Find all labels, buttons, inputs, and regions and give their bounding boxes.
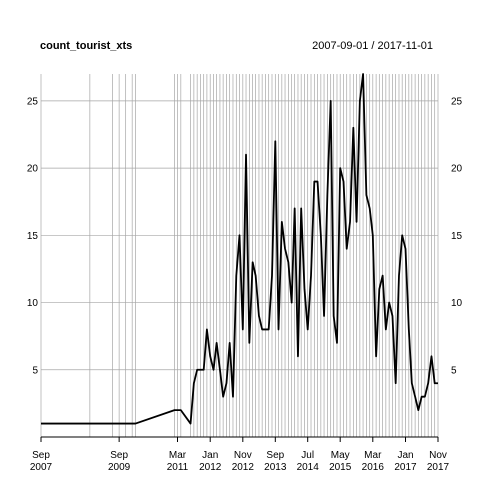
series-group: [41, 73, 438, 425]
x-tick-month-label: May: [331, 450, 350, 461]
x-tick-year-label: 2013: [264, 462, 287, 473]
y-tick-label: 5: [32, 365, 38, 376]
x-tick-year-label: 2016: [362, 462, 385, 473]
x-tick-month-label: Mar: [169, 450, 187, 461]
y-tick-label: 5: [451, 365, 457, 376]
chart-title: count_tourist_xts: [40, 40, 132, 52]
date-range-label: 2007-09-01 / 2017-11-01: [312, 40, 433, 52]
x-tick-year-label: 2017: [394, 462, 417, 473]
x-tick-month-label: Jan: [202, 450, 218, 461]
y-tick-label: 10: [27, 298, 39, 309]
y-tick-label: 15: [27, 231, 39, 242]
x-tick-month-label: Nov: [234, 450, 252, 461]
x-tick-month-label: Jan: [397, 450, 413, 461]
x-tick-year-label: 2012: [199, 462, 222, 473]
x-tick-year-label: 2007: [30, 462, 53, 473]
series-line: [41, 73, 438, 425]
x-tick-year-label: 2014: [297, 462, 320, 473]
x-tick-year-label: 2012: [232, 462, 255, 473]
y-tick-label: 10: [451, 298, 463, 309]
horizontal-grid: [41, 100, 438, 371]
x-tick-month-label: Sep: [110, 450, 128, 461]
y-tick-label: 25: [451, 96, 463, 107]
y-tick-label: 15: [451, 231, 463, 242]
x-tick-year-label: 2015: [329, 462, 352, 473]
x-tick-year-label: 2017: [427, 462, 450, 473]
x-tick-month-label: Sep: [266, 450, 284, 461]
y-tick-label: 20: [451, 164, 463, 175]
x-tick-year-label: 2011: [167, 462, 189, 473]
y-tick-label: 25: [27, 96, 39, 107]
x-axis: Sep2007Sep2009Mar2011Jan2012Nov2012Sep20…: [30, 436, 450, 473]
y-axis-left: 5 10 15 20 25: [27, 96, 39, 376]
x-tick-year-label: 2009: [108, 462, 131, 473]
x-tick-month-label: Nov: [429, 450, 447, 461]
x-tick-month-label: Mar: [364, 450, 382, 461]
y-axis-right: 5 10 15 20 25: [451, 96, 463, 376]
y-tick-label: 20: [27, 164, 39, 175]
x-tick-month-label: Sep: [32, 450, 50, 461]
x-tick-month-label: Jul: [301, 450, 314, 461]
